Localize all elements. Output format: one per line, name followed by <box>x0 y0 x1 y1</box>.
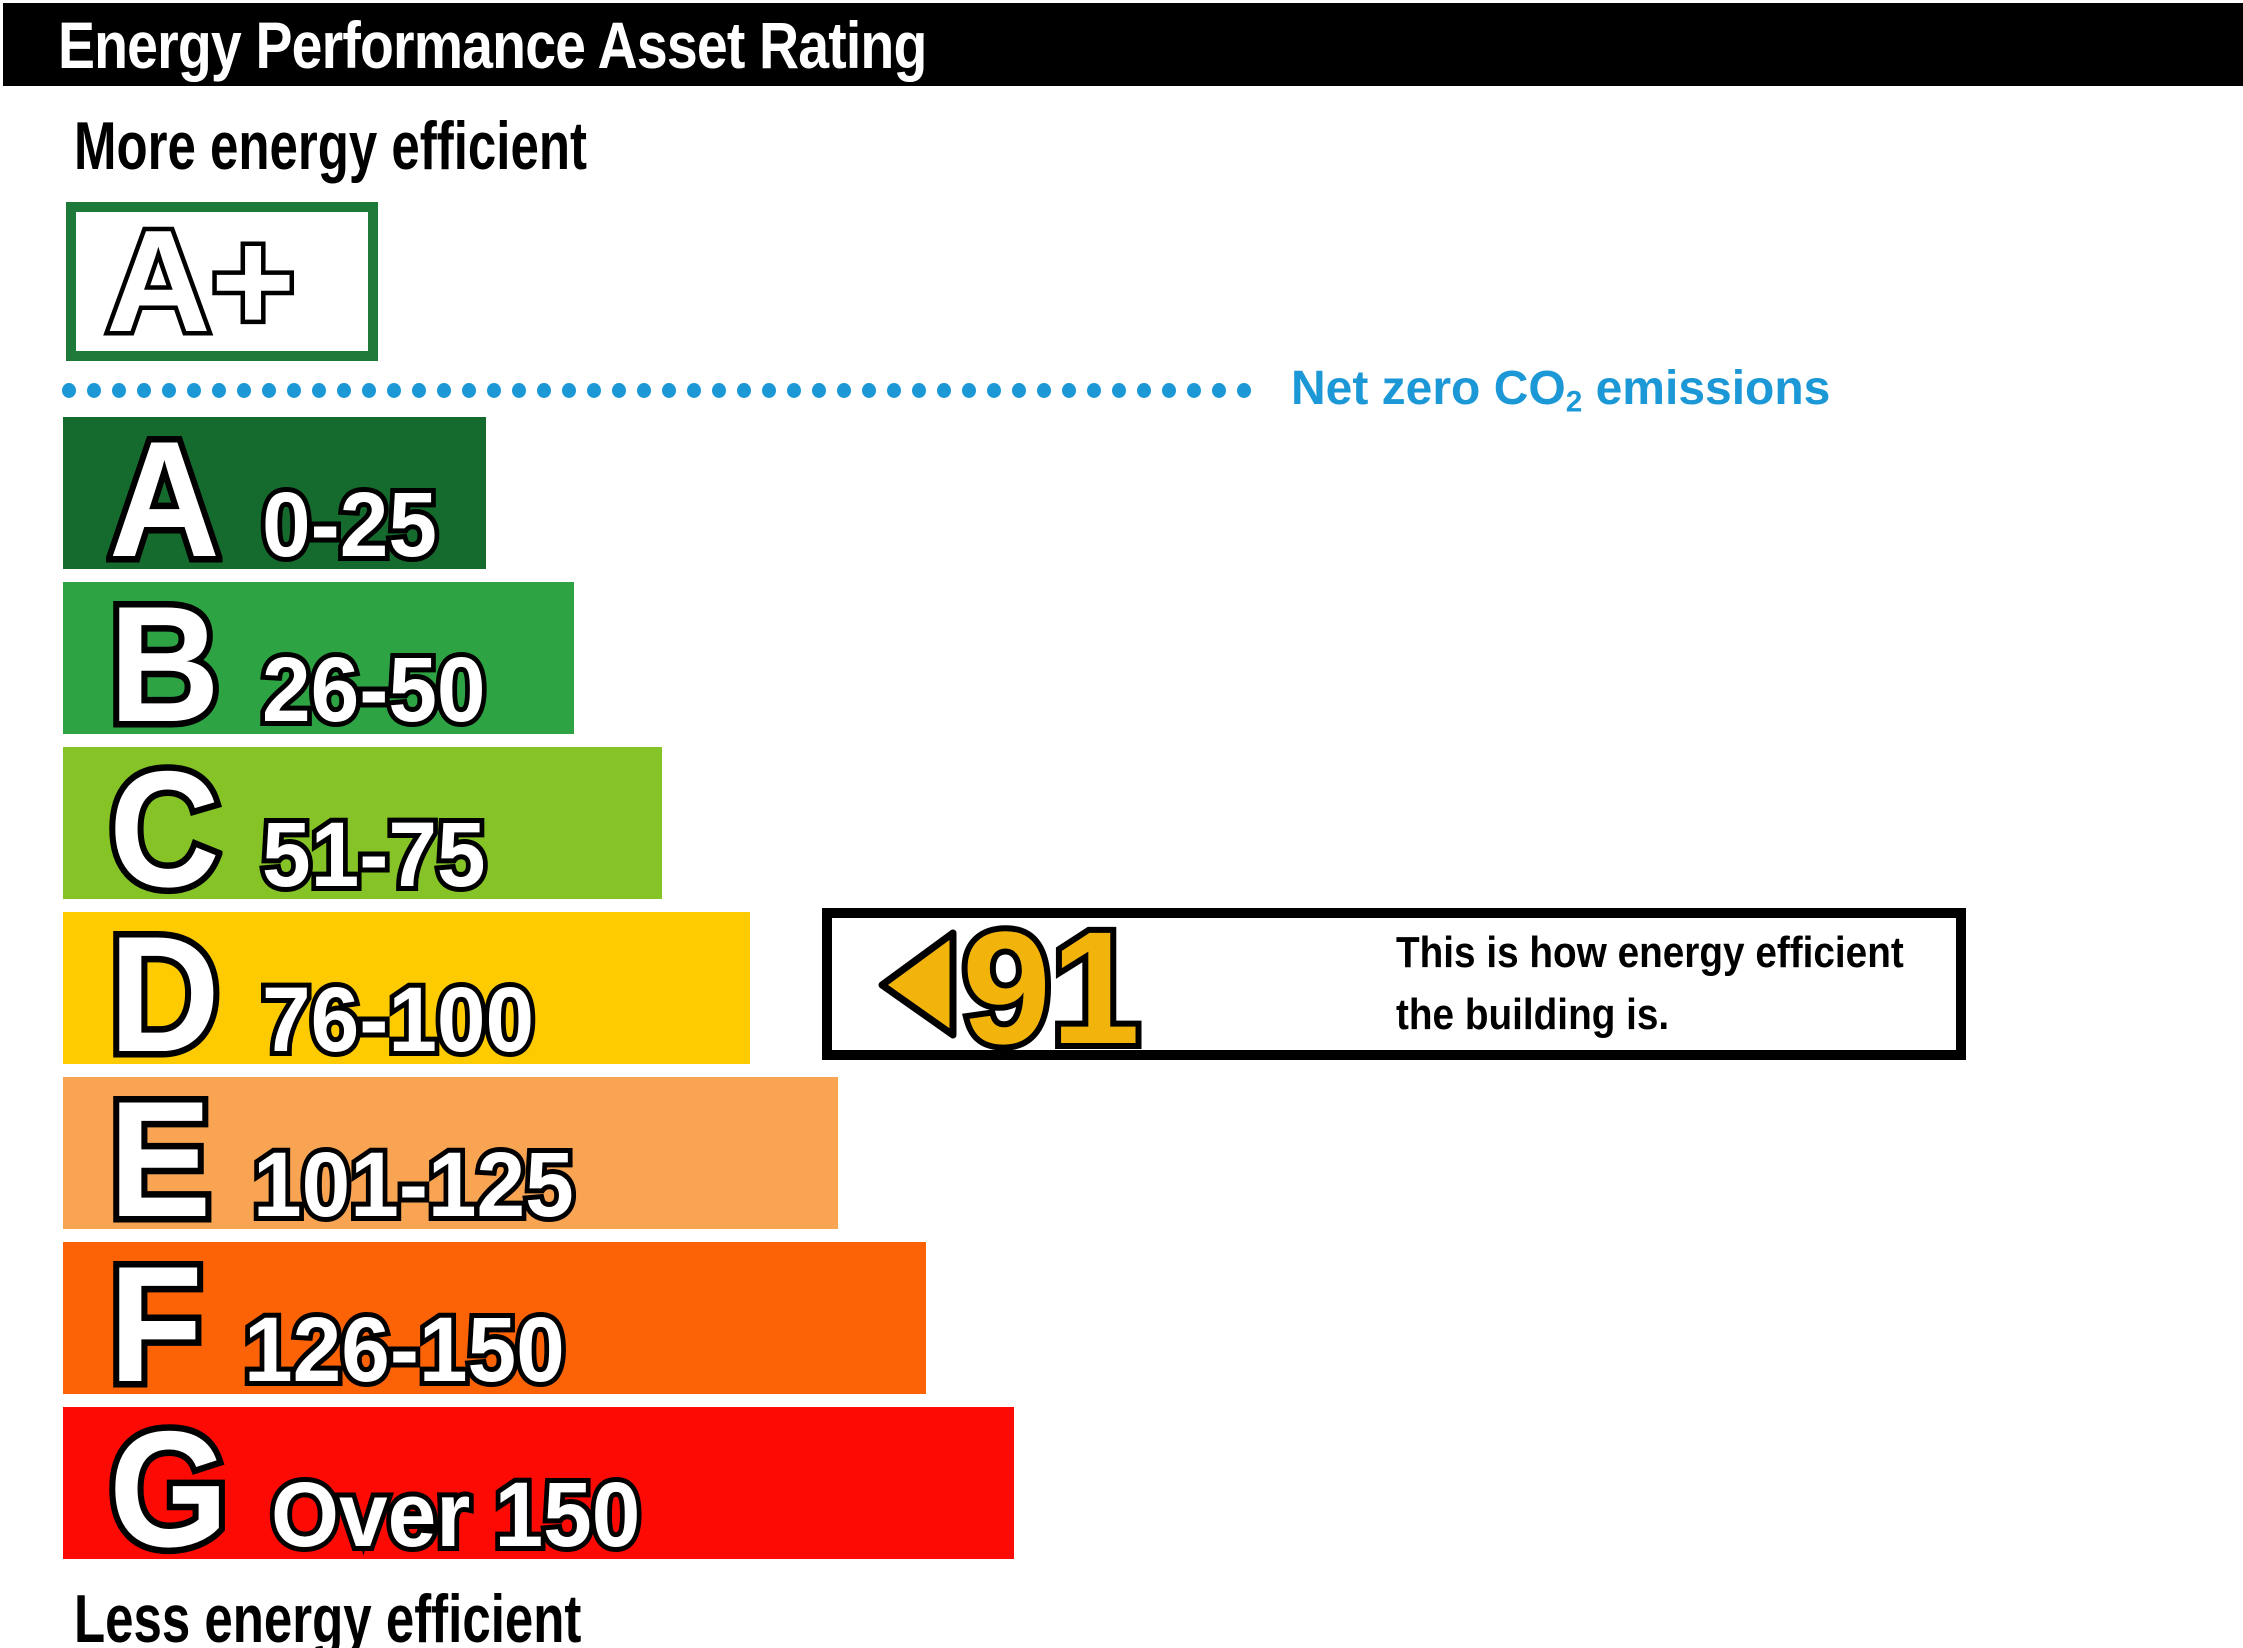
dot <box>762 382 776 398</box>
dot <box>162 382 176 398</box>
page-title: Energy Performance Asset Rating <box>58 7 927 82</box>
net-zero-prefix: Net zero CO <box>1291 361 1566 415</box>
band-letter: G <box>109 1407 229 1572</box>
dot <box>1187 382 1201 398</box>
dot <box>212 382 226 398</box>
rating-description-line1: This is how energy efficient <box>1395 928 1904 977</box>
dot <box>937 382 951 398</box>
dot <box>687 382 701 398</box>
dot <box>237 382 251 398</box>
band-letter: F <box>109 1242 203 1407</box>
band-range: 26-50 <box>262 644 486 736</box>
dot <box>137 382 151 398</box>
rating-indicator-box: 91 This is how energy efficient the buil… <box>822 908 1966 1068</box>
dot <box>562 382 576 398</box>
dot <box>912 382 926 398</box>
band-range: Over 150 <box>271 1469 640 1561</box>
dot <box>1137 382 1151 398</box>
band-G: G Over 150 <box>63 1407 1014 1572</box>
dot <box>1037 382 1051 398</box>
rating-description-line2: the building is. <box>1395 990 1670 1039</box>
dot <box>512 382 526 398</box>
a-plus-box: A+ <box>66 202 378 361</box>
dot <box>387 382 401 398</box>
dot <box>187 382 201 398</box>
dot <box>1237 382 1251 398</box>
left-arrow-icon <box>878 929 957 1039</box>
a-plus-label: A+ <box>106 209 296 355</box>
net-zero-row: Net zero CO2 emissions <box>62 362 1830 418</box>
rating-scale: A 0-25 B 26-50 C 51-75 D 76-100 E 101-125 F 126-150… <box>63 417 1014 1572</box>
dot <box>62 382 76 398</box>
dot <box>862 382 876 398</box>
band-letter: C <box>109 747 220 912</box>
dot <box>1162 382 1176 398</box>
dot <box>637 382 651 398</box>
band-range: 76-100 <box>262 974 535 1066</box>
band-E: E 101-125 <box>63 1077 838 1242</box>
band-range: 101-125 <box>253 1139 574 1231</box>
band-letter: A <box>109 417 220 582</box>
rating-description: This is how energy efficient the buildin… <box>1396 922 1973 1046</box>
dot <box>537 382 551 398</box>
band-C: C 51-75 <box>63 747 662 912</box>
band-F: F 126-150 <box>63 1242 926 1407</box>
dot <box>1112 382 1126 398</box>
dot <box>262 382 276 398</box>
dot <box>287 382 301 398</box>
dot <box>1087 382 1101 398</box>
net-zero-subscript: 2 <box>1565 385 1583 419</box>
dot <box>312 382 326 398</box>
dot <box>112 382 126 398</box>
dot <box>1212 382 1226 398</box>
band-B: B 26-50 <box>63 582 574 747</box>
dot <box>487 382 501 398</box>
dot <box>462 382 476 398</box>
header-bar: Energy Performance Asset Rating <box>3 3 2243 86</box>
less-efficient-text: Less energy efficient <box>74 1581 582 1648</box>
band-range: 126-150 <box>244 1304 565 1396</box>
band-range: 0-25 <box>262 479 437 571</box>
net-zero-label: Net zero CO2 emissions <box>1291 361 1830 419</box>
dot <box>987 382 1001 398</box>
dot <box>812 382 826 398</box>
dot <box>1012 382 1026 398</box>
dot <box>787 382 801 398</box>
band-letter: B <box>109 582 220 747</box>
more-efficient-text: More energy efficient <box>74 108 587 184</box>
dot <box>837 382 851 398</box>
band-letter: E <box>109 1077 211 1242</box>
dot <box>887 382 901 398</box>
rating-value: 91 <box>962 908 1140 1069</box>
dot <box>362 382 376 398</box>
dot <box>337 382 351 398</box>
band-D: D 76-100 <box>63 912 750 1077</box>
less-efficient-label: Less energy efficient <box>74 1585 750 1648</box>
band-A: A 0-25 <box>63 417 486 582</box>
dotted-line <box>62 382 1251 398</box>
dot <box>662 382 676 398</box>
dot <box>87 382 101 398</box>
dot <box>712 382 726 398</box>
net-zero-suffix: emissions <box>1582 361 1831 415</box>
band-letter: D <box>109 912 220 1077</box>
more-efficient-label: More energy efficient <box>74 112 758 180</box>
dot <box>737 382 751 398</box>
dot <box>587 382 601 398</box>
band-range: 51-75 <box>262 809 486 901</box>
dot <box>612 382 626 398</box>
dot <box>1062 382 1076 398</box>
dot <box>962 382 976 398</box>
dot <box>412 382 426 398</box>
dot <box>437 382 451 398</box>
